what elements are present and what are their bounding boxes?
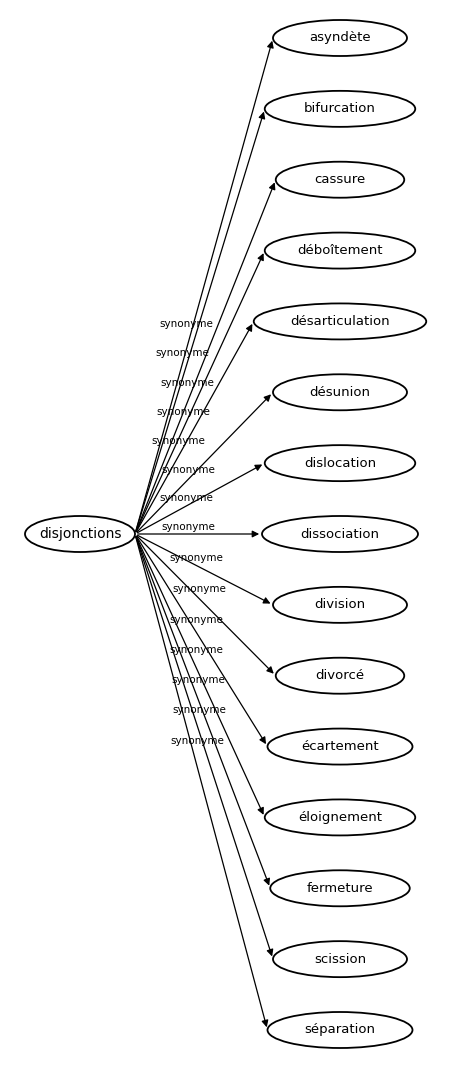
- FancyArrowPatch shape: [136, 537, 263, 814]
- Ellipse shape: [25, 516, 135, 552]
- Text: synonyme: synonyme: [159, 493, 213, 504]
- FancyArrowPatch shape: [137, 536, 273, 673]
- Text: éloignement: éloignement: [298, 811, 382, 824]
- Text: synonyme: synonyme: [170, 735, 224, 746]
- FancyArrowPatch shape: [136, 537, 268, 1026]
- Text: synonyme: synonyme: [169, 615, 224, 624]
- FancyArrowPatch shape: [136, 537, 265, 743]
- Text: division: division: [314, 599, 365, 611]
- Text: synonyme: synonyme: [169, 553, 223, 562]
- Ellipse shape: [268, 729, 413, 765]
- FancyArrowPatch shape: [136, 42, 273, 531]
- Text: synonyme: synonyme: [156, 407, 210, 417]
- Text: cassure: cassure: [314, 173, 366, 187]
- Ellipse shape: [265, 445, 415, 481]
- Ellipse shape: [273, 375, 407, 411]
- Ellipse shape: [265, 799, 415, 835]
- Text: déboîtement: déboîtement: [297, 244, 383, 257]
- Text: synonyme: synonyme: [161, 522, 215, 532]
- Text: disjonctions: disjonctions: [39, 527, 121, 541]
- FancyArrowPatch shape: [136, 113, 265, 531]
- FancyArrowPatch shape: [136, 254, 263, 531]
- FancyArrowPatch shape: [136, 537, 273, 955]
- Ellipse shape: [265, 91, 415, 127]
- Text: désarticulation: désarticulation: [290, 315, 390, 328]
- Text: écartement: écartement: [301, 740, 379, 753]
- Ellipse shape: [276, 657, 404, 694]
- Text: fermeture: fermeture: [307, 881, 373, 895]
- Text: asyndète: asyndète: [309, 32, 371, 45]
- FancyArrowPatch shape: [137, 465, 261, 532]
- Text: bifurcation: bifurcation: [304, 102, 376, 115]
- Text: synonyme: synonyme: [172, 584, 226, 593]
- FancyArrowPatch shape: [138, 531, 258, 537]
- Ellipse shape: [273, 20, 407, 55]
- Ellipse shape: [262, 516, 418, 552]
- FancyArrowPatch shape: [136, 184, 275, 531]
- Text: synonyme: synonyme: [169, 646, 223, 655]
- Text: synonyme: synonyme: [159, 319, 213, 329]
- FancyArrowPatch shape: [136, 325, 252, 531]
- Text: synonyme: synonyme: [152, 436, 206, 446]
- Text: synonyme: synonyme: [173, 705, 227, 715]
- Ellipse shape: [265, 233, 415, 269]
- Text: divorcé: divorcé: [315, 669, 364, 682]
- Ellipse shape: [270, 871, 410, 906]
- Ellipse shape: [273, 941, 407, 977]
- Ellipse shape: [268, 1012, 413, 1048]
- Ellipse shape: [273, 587, 407, 623]
- Text: synonyme: synonyme: [161, 464, 215, 475]
- FancyArrowPatch shape: [137, 395, 270, 532]
- Text: désunion: désunion: [310, 386, 371, 399]
- Text: dissociation: dissociation: [301, 527, 379, 541]
- Ellipse shape: [254, 303, 426, 339]
- FancyArrowPatch shape: [136, 537, 270, 885]
- Text: scission: scission: [314, 953, 366, 966]
- Ellipse shape: [276, 162, 404, 197]
- Text: synonyme: synonyme: [171, 675, 225, 685]
- Text: dislocation: dislocation: [304, 457, 376, 469]
- Text: synonyme: synonyme: [156, 349, 210, 359]
- FancyArrowPatch shape: [137, 536, 270, 603]
- Text: synonyme: synonyme: [160, 378, 215, 387]
- Text: séparation: séparation: [304, 1023, 376, 1036]
